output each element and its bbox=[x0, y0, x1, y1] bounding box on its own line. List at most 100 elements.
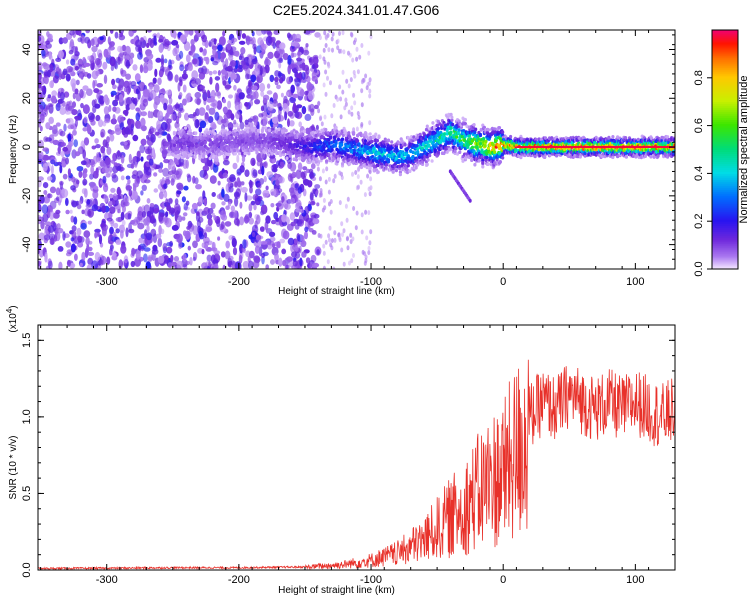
noise-cell bbox=[111, 174, 119, 183]
ridge-cell bbox=[237, 151, 241, 156]
noise-cell bbox=[57, 91, 61, 99]
noise-cell bbox=[228, 55, 234, 61]
ridge-cell bbox=[386, 138, 391, 143]
noise-cell bbox=[167, 198, 173, 204]
noise-cell bbox=[176, 182, 184, 190]
noise-cell bbox=[199, 233, 205, 240]
noise-cell bbox=[147, 37, 153, 46]
ridge-cell bbox=[330, 148, 334, 152]
noise-cell bbox=[331, 47, 334, 53]
noise-cell bbox=[317, 108, 321, 114]
noise-cell bbox=[71, 225, 77, 232]
noise-cell bbox=[196, 211, 200, 216]
ridge-cell bbox=[474, 127, 478, 132]
noise-cell bbox=[99, 161, 105, 167]
ridge-cell bbox=[258, 147, 262, 151]
noise-cell bbox=[117, 189, 122, 196]
noise-cell bbox=[55, 209, 61, 215]
noise-cell bbox=[115, 217, 123, 222]
noise-cell bbox=[319, 188, 323, 193]
noise-cell bbox=[61, 37, 68, 43]
noise-cell bbox=[154, 68, 158, 78]
noise-cell bbox=[99, 259, 104, 266]
noise-cell bbox=[128, 189, 133, 197]
noise-cell bbox=[192, 112, 197, 117]
noise-cell bbox=[38, 123, 42, 128]
noise-cell bbox=[281, 196, 285, 203]
noise-cell bbox=[255, 234, 262, 241]
noise-cell bbox=[342, 228, 346, 234]
noise-cell bbox=[137, 52, 143, 60]
ridge-cell bbox=[426, 158, 430, 162]
noise-cell bbox=[127, 213, 132, 220]
noise-cell bbox=[338, 31, 341, 36]
noise-cell bbox=[209, 76, 213, 85]
noise-cell bbox=[162, 167, 170, 177]
noise-cell bbox=[212, 70, 218, 75]
noise-cell bbox=[330, 245, 334, 251]
noise-cell bbox=[318, 35, 322, 41]
noise-cell bbox=[290, 197, 296, 205]
noise-cell bbox=[40, 219, 45, 230]
ridge-cell bbox=[425, 124, 429, 129]
noise-cell bbox=[81, 209, 85, 215]
noise-cell bbox=[200, 157, 207, 164]
noise-cell bbox=[59, 91, 65, 101]
ridge-cell bbox=[254, 136, 258, 140]
noise-cell bbox=[42, 147, 50, 152]
noise-cell bbox=[135, 44, 142, 53]
noise-cell bbox=[307, 90, 315, 101]
ridge-cell bbox=[277, 127, 281, 131]
noise-cell bbox=[311, 163, 316, 170]
noise-cell bbox=[130, 80, 137, 87]
noise-cell bbox=[234, 102, 241, 111]
noise-cell bbox=[328, 30, 331, 33]
noise-cell bbox=[312, 218, 320, 225]
noise-cell bbox=[368, 93, 372, 99]
noise-cell bbox=[211, 212, 215, 218]
noise-cell bbox=[297, 49, 301, 60]
noise-cell bbox=[252, 115, 259, 123]
noise-cell bbox=[78, 68, 86, 77]
noise-cell bbox=[44, 251, 48, 260]
noise-cell bbox=[157, 110, 164, 120]
noise-cell bbox=[344, 101, 348, 107]
noise-cell bbox=[220, 118, 227, 124]
noise-cell bbox=[351, 236, 355, 242]
noise-cell bbox=[221, 188, 225, 198]
noise-cell bbox=[313, 213, 320, 219]
noise-cell bbox=[78, 200, 83, 205]
noise-cell bbox=[90, 119, 96, 126]
noise-cell bbox=[59, 106, 66, 115]
ridge-cell bbox=[213, 132, 217, 136]
noise-cell bbox=[91, 260, 99, 269]
noise-cell bbox=[91, 145, 97, 150]
noise-cell bbox=[272, 243, 275, 249]
noise-cell bbox=[97, 166, 102, 171]
noise-cell bbox=[165, 176, 170, 183]
noise-cell bbox=[89, 173, 94, 180]
noise-cell bbox=[77, 235, 83, 242]
noise-cell bbox=[74, 115, 81, 120]
noise-cell bbox=[339, 96, 343, 102]
noise-cell bbox=[173, 170, 180, 176]
ridge-cell bbox=[315, 157, 319, 161]
noise-cell bbox=[63, 91, 70, 98]
noise-cell bbox=[349, 31, 353, 37]
noise-cell bbox=[314, 184, 321, 189]
noise-cell bbox=[61, 157, 67, 162]
noise-cell bbox=[95, 157, 103, 163]
noise-cell bbox=[250, 74, 257, 83]
noise-cell bbox=[192, 256, 196, 262]
noise-cell bbox=[260, 43, 267, 52]
noise-cell bbox=[113, 162, 118, 167]
noise-cell bbox=[88, 112, 95, 121]
noise-cell bbox=[269, 231, 276, 237]
noise-cell bbox=[60, 150, 65, 158]
noise-cell bbox=[153, 188, 159, 193]
noise-cell bbox=[241, 33, 247, 39]
noise-cell bbox=[198, 71, 206, 80]
noise-cell bbox=[157, 237, 163, 248]
noise-cell bbox=[199, 47, 204, 53]
noise-cell bbox=[350, 105, 354, 111]
